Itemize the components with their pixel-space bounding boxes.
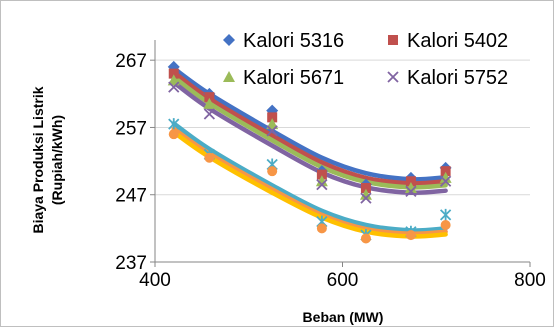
y-tick-label: 237 [115,253,147,274]
data-point-series-1 [316,169,327,180]
legend-marker-0 [223,34,235,46]
y-tick-label: 257 [115,118,147,139]
data-point-series-2 [167,74,180,86]
data-point-series-1 [168,68,179,79]
x-tick-label: 800 [514,270,546,291]
data-point-series-1 [360,183,371,193]
data-point-series-1 [440,166,451,177]
data-point-series-4 [168,118,180,131]
data-point-series-2 [203,97,216,109]
data-point-series-3 [405,185,417,198]
data-point-series-3 [360,192,372,204]
y-tick-label: 267 [115,51,147,72]
legend: Kalori 5316 Kalori 5402 Kalori 5671 Kalori … [223,30,508,89]
x-axis-title: Beban (MW) [303,309,384,325]
legend-marker-1 [388,35,398,45]
data-point-series-4 [439,208,452,221]
data-point-series-3 [439,175,452,187]
x-tick-label: 400 [139,270,171,291]
data-point-series-2 [359,188,372,200]
data-point-series-2 [266,118,279,130]
y-tick-label: 247 [115,186,147,207]
data-point-series-5 [440,220,451,230]
tick-labels: 237 247 257 267 400 600 800 [115,51,546,291]
grid-lines [155,59,530,196]
data-point-series-5 [267,166,278,177]
data-point-series-2 [439,171,452,183]
data-point-series-3 [266,125,278,137]
data-point-series-1 [204,92,215,103]
x-tick-label: 600 [327,270,359,291]
data-point-series-3 [316,178,328,191]
legend-label-3: Kalori 5752 [407,67,508,89]
data-point-series-1 [267,112,278,123]
y-axis-title-line2: (Rupiah/kWh) [49,115,65,205]
data-point-series-3 [168,81,180,93]
data-point-series-3 [203,108,216,120]
data-point-series-2 [315,175,328,187]
legend-label-0: Kalori 5316 [243,30,344,52]
data-point-series-2 [404,182,417,193]
legend-marker-3 [387,71,399,83]
data-points [167,60,452,244]
data-point-series-1 [405,176,416,187]
data-point-series-5 [204,152,215,163]
data-point-series-5 [360,233,371,244]
legend-label-2: Kalori 5671 [243,67,344,89]
y-axis-title-line1: Biaya Produksi Listrik [30,86,46,233]
data-point-series-5 [168,129,179,140]
legend-label-1: Kalori 5402 [407,30,508,52]
data-point-series-5 [405,230,416,241]
legend-marker-2 [223,71,235,82]
data-point-series-5 [316,223,327,234]
